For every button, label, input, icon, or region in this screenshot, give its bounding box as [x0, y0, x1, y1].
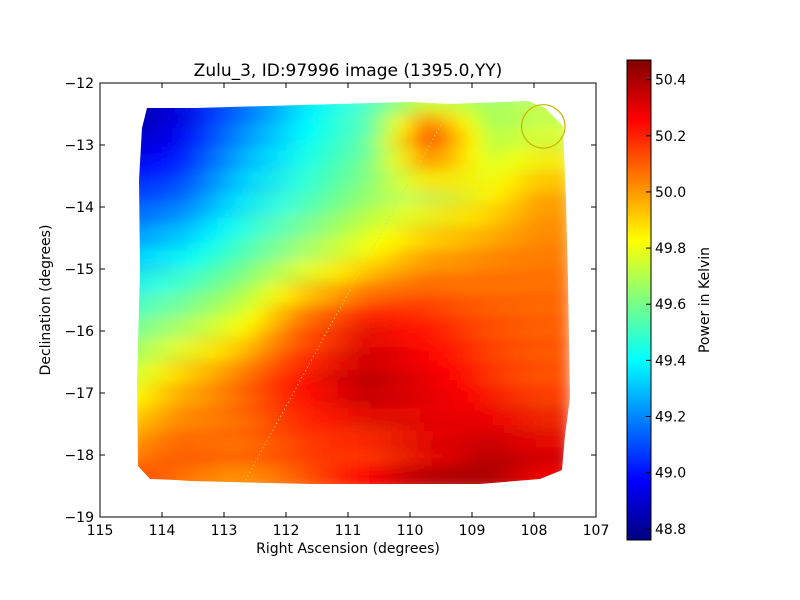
colorbar-tick-label: 48.8 [655, 522, 686, 538]
x-tick-label: 109 [459, 523, 486, 539]
x-tick-label: 113 [211, 523, 238, 539]
colorbar-tick-label: 50.2 [655, 129, 686, 145]
y-tick-label: −12 [64, 76, 94, 92]
y-tick-label: −14 [64, 200, 94, 216]
heatmap [137, 101, 570, 484]
source-circle-marker [520, 104, 566, 149]
colorbar [626, 59, 652, 541]
y-tick-label: −18 [64, 448, 94, 464]
x-tick-label: 108 [521, 523, 548, 539]
y-tick-label: −15 [64, 262, 94, 278]
colorbar-tick-label: 50.4 [655, 73, 686, 89]
y-tick-label: −17 [64, 386, 94, 402]
x-tick-label: 107 [583, 523, 610, 539]
colorbar-tick-label: 49.8 [655, 241, 686, 257]
y-tick-label: −16 [64, 324, 94, 340]
y-tick-label: −19 [64, 510, 94, 526]
colorbar-tick-label: 49.0 [655, 466, 686, 482]
colorbar-tick-label: 49.4 [655, 353, 686, 369]
x-tick-label: 114 [149, 523, 176, 539]
x-tick-label: 110 [397, 523, 424, 539]
heatmap-cell [536, 461, 570, 484]
y-axis-label: Declination (degrees) [38, 225, 54, 376]
colorbar-label: Power in Kelvin [697, 247, 713, 353]
chart-title: Zulu_3, ID:97996 image (1395.0,YY) [194, 61, 503, 81]
x-tick-label: 115 [87, 523, 114, 539]
colorbar-tick-label: 49.6 [655, 297, 686, 313]
colorbar-tick-label: 49.2 [655, 409, 686, 425]
x-axis-label: Right Ascension (degrees) [256, 541, 440, 557]
colorbar-tick-label: 50.0 [655, 185, 686, 201]
y-tick-label: −13 [64, 138, 94, 154]
x-tick-label: 111 [335, 523, 362, 539]
x-tick-label: 112 [273, 523, 300, 539]
